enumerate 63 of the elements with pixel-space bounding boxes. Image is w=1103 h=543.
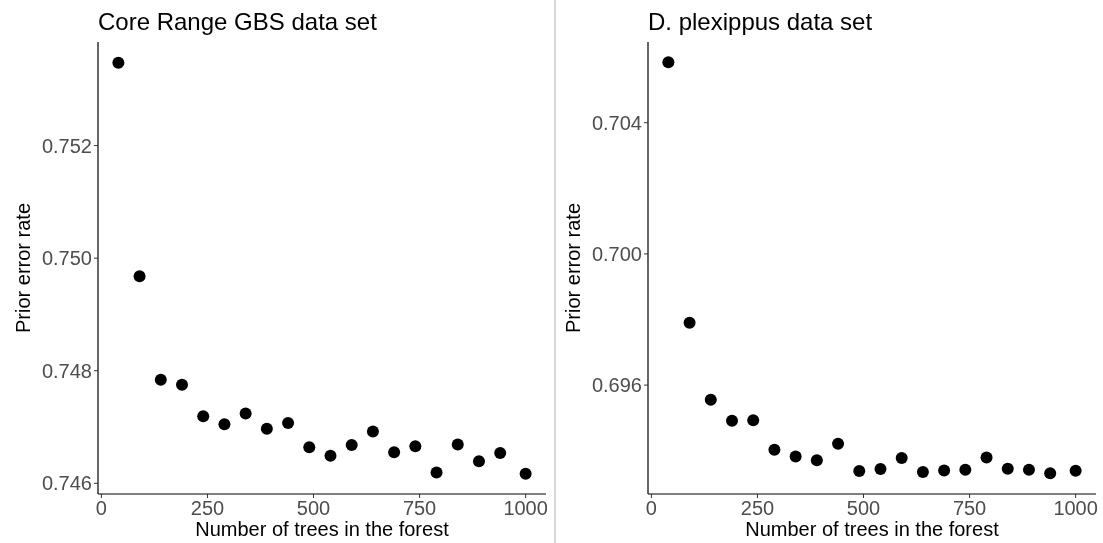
point bbox=[218, 418, 231, 431]
x-tick-label: 750 bbox=[952, 497, 987, 519]
point bbox=[1069, 464, 1082, 477]
point bbox=[916, 466, 929, 479]
x-tick-label: 750 bbox=[402, 497, 437, 519]
point bbox=[345, 439, 358, 452]
x-axis-title: Number of trees in the forest bbox=[195, 518, 450, 540]
chart-title: Core Range GBS data set bbox=[98, 8, 378, 35]
point bbox=[1022, 463, 1035, 476]
point bbox=[895, 451, 908, 464]
x-tick-label: 250 bbox=[740, 497, 775, 519]
point bbox=[239, 407, 252, 420]
point bbox=[1001, 462, 1014, 475]
point bbox=[683, 316, 696, 329]
point bbox=[324, 449, 337, 462]
point bbox=[197, 410, 210, 423]
y-axis-title: Prior error rate bbox=[12, 202, 34, 334]
y-tick-label: 0.700 bbox=[591, 242, 642, 265]
point bbox=[662, 56, 675, 69]
y-tick-label: 0.752 bbox=[41, 134, 92, 157]
point bbox=[1044, 467, 1057, 480]
y-tick-label: 0.696 bbox=[591, 374, 642, 397]
point bbox=[112, 56, 125, 69]
y-tick-label: 0.748 bbox=[41, 359, 92, 382]
point bbox=[472, 455, 485, 468]
point bbox=[133, 270, 146, 283]
point bbox=[388, 446, 401, 459]
point bbox=[430, 466, 443, 479]
x-tick-label: 0 bbox=[95, 497, 107, 519]
x-tick-label: 250 bbox=[190, 497, 225, 519]
point bbox=[154, 373, 167, 386]
point bbox=[176, 378, 188, 391]
x-tick-label: 1000 bbox=[503, 497, 548, 519]
y-tick-label: 0.704 bbox=[591, 111, 642, 134]
point bbox=[810, 454, 823, 467]
point bbox=[519, 467, 532, 480]
x-tick-label: 0 bbox=[645, 497, 657, 519]
point bbox=[451, 438, 464, 451]
y-tick-label: 0.750 bbox=[41, 247, 92, 270]
point bbox=[768, 443, 781, 456]
point bbox=[747, 414, 760, 427]
x-tick-label: 1000 bbox=[1053, 497, 1098, 519]
point bbox=[409, 440, 422, 453]
point bbox=[938, 464, 951, 477]
point bbox=[494, 446, 507, 459]
point bbox=[260, 422, 273, 435]
point bbox=[874, 463, 887, 476]
chart-title: D. plexippus data set bbox=[648, 8, 873, 35]
point bbox=[303, 441, 316, 454]
point bbox=[704, 393, 717, 406]
x-axis-title: Number of trees in the forest bbox=[745, 518, 1000, 540]
point bbox=[959, 463, 972, 476]
x-tick-label: 500 bbox=[846, 497, 881, 519]
point bbox=[282, 417, 295, 430]
y-axis-title: Prior error rate bbox=[562, 202, 584, 334]
point bbox=[726, 414, 738, 427]
y-tick-label: 0.746 bbox=[41, 472, 92, 495]
point bbox=[853, 465, 866, 478]
point bbox=[366, 425, 379, 438]
x-tick-label: 500 bbox=[296, 497, 331, 519]
point bbox=[789, 450, 802, 463]
point bbox=[832, 437, 845, 450]
point bbox=[980, 451, 993, 464]
